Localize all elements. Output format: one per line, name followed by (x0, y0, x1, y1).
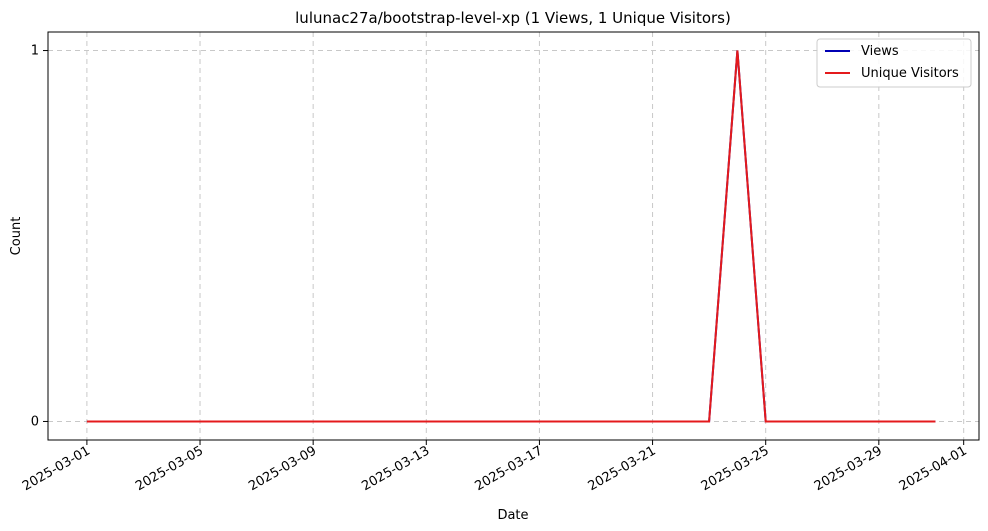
x-tick-label: 2025-03-09 (246, 443, 319, 494)
x-axis-ticks: 2025-03-01 2025-03-05 2025-03-09 2025-03-13… (20, 440, 970, 494)
legend-label-unique-visitors: Unique Visitors (861, 66, 959, 81)
x-tick-label: 2025-03-21 (586, 443, 659, 494)
series-lines (86, 50, 936, 423)
x-tick-label: 2025-03-25 (699, 443, 772, 494)
chart-title: lulunac27a/bootstrap-level-xp (1 Views, … (295, 9, 731, 27)
x-axis-label: Date (497, 508, 528, 523)
x-tick-label: 2025-03-01 (20, 443, 93, 494)
x-tick-label: 2025-03-17 (472, 443, 545, 494)
y-tick-label: 1 (31, 44, 39, 59)
y-tick-label: 0 (31, 414, 39, 429)
legend-label-views: Views (861, 44, 899, 59)
x-tick-label: 2025-04-01 (897, 443, 970, 494)
x-tick-label: 2025-03-13 (359, 443, 432, 494)
series-line-unique-visitors (86, 50, 936, 423)
grid (48, 32, 979, 440)
plot-frame (47, 31, 980, 441)
series-line-views (86, 50, 936, 423)
legend: Views Unique Visitors (816, 38, 972, 88)
y-axis-label: Count (9, 217, 24, 256)
x-tick-label: 2025-03-29 (812, 443, 885, 494)
x-tick-label: 2025-03-05 (133, 443, 206, 494)
legend-box (816, 38, 972, 88)
y-axis-ticks: 01 (31, 44, 48, 429)
